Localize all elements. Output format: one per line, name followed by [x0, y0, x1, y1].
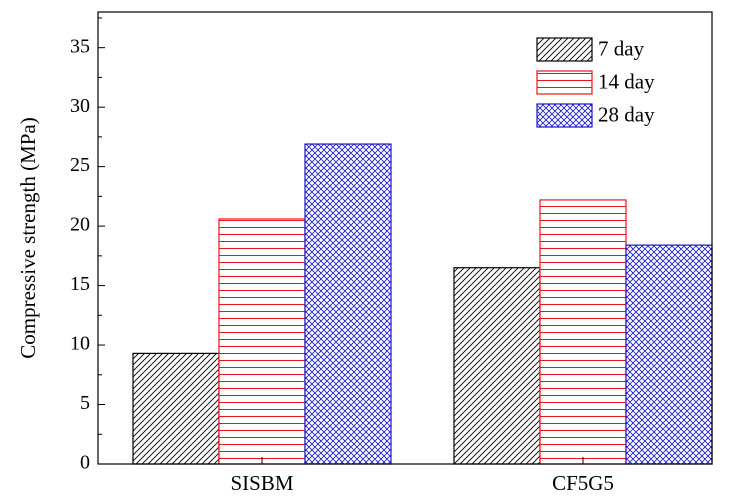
- y-tick-label: 25: [70, 154, 90, 176]
- bars-layer: [132, 143, 713, 465]
- legend-swatch: [536, 70, 593, 95]
- y-tick-label: 30: [70, 95, 90, 117]
- bar-7-day-cf5g5: [453, 267, 541, 465]
- x-tick-label: SISBM: [230, 471, 293, 495]
- x-tick-label: CF5G5: [552, 471, 614, 495]
- legend-swatch: [536, 103, 593, 128]
- bar-28-day-cf5g5: [625, 244, 713, 465]
- bar-7-day-sisbm: [132, 352, 220, 465]
- legend-label: 14 day: [598, 69, 655, 93]
- y-tick-label: 20: [70, 214, 90, 236]
- y-axis-title: Compressive strength (MPa): [16, 117, 40, 358]
- legend: 7 day 14 day 28 day: [536, 36, 655, 128]
- plot-frame: [97, 11, 713, 465]
- legend-label: 28 day: [598, 102, 655, 126]
- y-tick-label: 35: [70, 35, 90, 57]
- y-tick-label: 0: [80, 452, 90, 474]
- y-tick-label: 10: [70, 333, 90, 355]
- legend-label: 7 day: [598, 36, 645, 60]
- bar-14-day-sisbm: [218, 218, 306, 465]
- y-axis: 0 5 10 15 20 25 30 35: [70, 17, 105, 474]
- bar-14-day-cf5g5: [539, 199, 627, 465]
- legend-swatch: [536, 37, 593, 62]
- x-axis: SISBM CF5G5: [230, 457, 614, 495]
- y-tick-label: 15: [70, 273, 90, 295]
- bar-28-day-sisbm: [304, 143, 392, 465]
- y-tick-label: 5: [80, 392, 90, 414]
